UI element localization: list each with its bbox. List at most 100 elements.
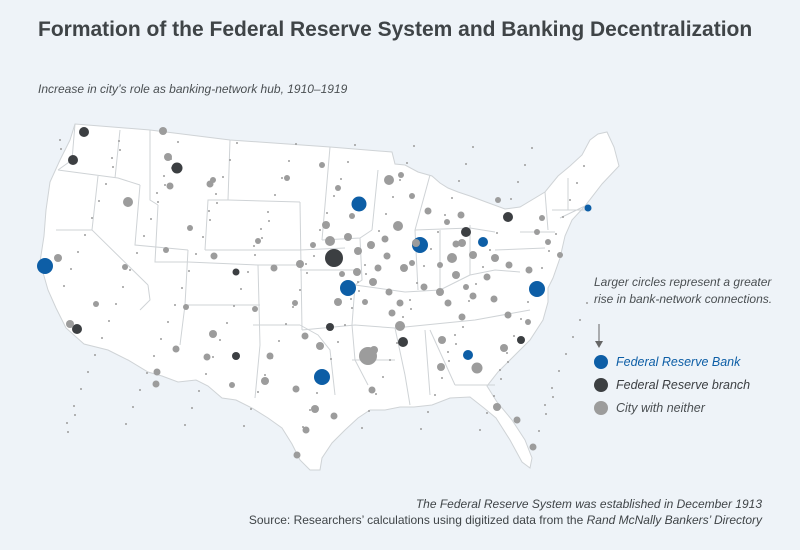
city-marker <box>66 320 74 328</box>
small-town-marker <box>108 320 110 322</box>
state-border-42 <box>494 247 546 251</box>
small-town-marker <box>119 149 121 151</box>
small-town-marker <box>583 165 585 167</box>
state-border-35 <box>394 309 531 329</box>
footer-note: The Federal Reserve System was establish… <box>415 497 762 511</box>
fed-bank-marker <box>37 258 53 274</box>
city-marker <box>187 225 193 231</box>
city-marker <box>319 162 325 168</box>
city-marker <box>367 241 375 249</box>
city-marker <box>210 177 216 183</box>
city-marker <box>529 443 537 451</box>
small-town-marker <box>402 316 404 318</box>
city-marker <box>483 273 491 281</box>
city-marker <box>398 172 404 178</box>
small-town-marker <box>569 199 571 201</box>
city-marker <box>513 416 521 424</box>
small-town-marker <box>132 406 134 408</box>
city-marker <box>203 353 211 361</box>
city-marker <box>471 362 483 374</box>
small-town-marker <box>260 228 262 230</box>
small-town-marker <box>507 361 509 363</box>
fed-branch-marker <box>326 323 334 331</box>
footer-source: Source: Researchers’ calculations using … <box>249 512 762 528</box>
city-marker <box>322 221 330 229</box>
small-town-marker <box>462 326 464 328</box>
small-town-marker <box>479 429 481 431</box>
city-marker <box>334 298 342 306</box>
small-town-marker <box>357 281 359 283</box>
city-marker <box>183 304 189 310</box>
chart-title: Formation of the Federal Reserve System … <box>38 18 753 41</box>
small-town-marker <box>468 300 470 302</box>
city-marker <box>335 185 341 191</box>
small-town-marker <box>565 353 567 355</box>
small-town-marker <box>233 305 235 307</box>
small-town-marker <box>579 319 581 321</box>
fed-branch-marker <box>232 268 240 276</box>
small-town-marker <box>205 373 207 375</box>
small-town-marker <box>527 301 529 303</box>
small-town-marker <box>84 234 86 236</box>
city-marker <box>370 346 378 354</box>
small-town-marker <box>413 145 415 147</box>
city-marker <box>409 193 415 199</box>
city-marker <box>316 342 324 350</box>
city-marker <box>385 288 393 296</box>
small-town-marker <box>167 321 169 323</box>
city-marker <box>362 299 368 305</box>
city-marker <box>457 211 465 219</box>
city-marker <box>458 239 466 247</box>
small-town-marker <box>208 210 210 212</box>
small-town-marker <box>195 253 197 255</box>
city-marker <box>437 262 443 268</box>
city-marker <box>325 236 335 246</box>
small-town-marker <box>465 163 467 165</box>
state-border-19 <box>299 324 336 396</box>
small-town-marker <box>164 184 166 186</box>
small-town-marker <box>399 179 401 181</box>
small-town-marker <box>177 141 179 143</box>
small-town-marker <box>326 212 328 214</box>
city-marker <box>311 405 319 413</box>
small-town-marker <box>496 232 498 234</box>
small-town-marker <box>586 302 588 304</box>
small-town-marker <box>77 251 79 253</box>
fed-bank-marker <box>478 237 488 247</box>
small-town-marker <box>430 248 432 250</box>
small-town-marker <box>101 337 103 339</box>
city-marker <box>444 299 452 307</box>
small-town-marker <box>150 218 152 220</box>
small-town-marker <box>70 268 72 270</box>
city-marker <box>444 219 450 225</box>
legend-item-fed-branch: Federal Reserve branch <box>594 377 750 393</box>
small-town-marker <box>375 393 377 395</box>
small-town-marker <box>454 334 456 336</box>
chart-subtitle: Increase in city’s role as banking-netwo… <box>38 82 348 96</box>
small-town-marker <box>209 219 211 221</box>
city-marker <box>209 330 217 338</box>
small-town-marker <box>115 303 117 305</box>
legend-label-fed-branch: Federal Reserve branch <box>616 378 751 392</box>
small-town-marker <box>105 183 107 185</box>
state-border-47 <box>559 205 586 219</box>
small-town-marker <box>63 285 65 287</box>
small-town-marker <box>264 374 266 376</box>
city-marker <box>166 182 174 190</box>
state-border-9 <box>139 284 151 311</box>
small-town-marker <box>306 272 308 274</box>
city-marker <box>534 229 540 235</box>
small-town-marker <box>184 424 186 426</box>
small-town-marker <box>278 340 280 342</box>
fed-bank-marker <box>463 350 473 360</box>
small-town-marker <box>572 336 574 338</box>
city-marker <box>381 235 389 243</box>
small-town-marker <box>472 146 474 148</box>
state-border-21 <box>299 247 346 251</box>
city-marker <box>504 311 512 319</box>
fed-branch-marker <box>72 324 82 334</box>
footer-source-title: Rand McNally Bankers’ Directory <box>586 513 762 527</box>
city-marker <box>164 153 172 161</box>
small-town-marker <box>420 428 422 430</box>
